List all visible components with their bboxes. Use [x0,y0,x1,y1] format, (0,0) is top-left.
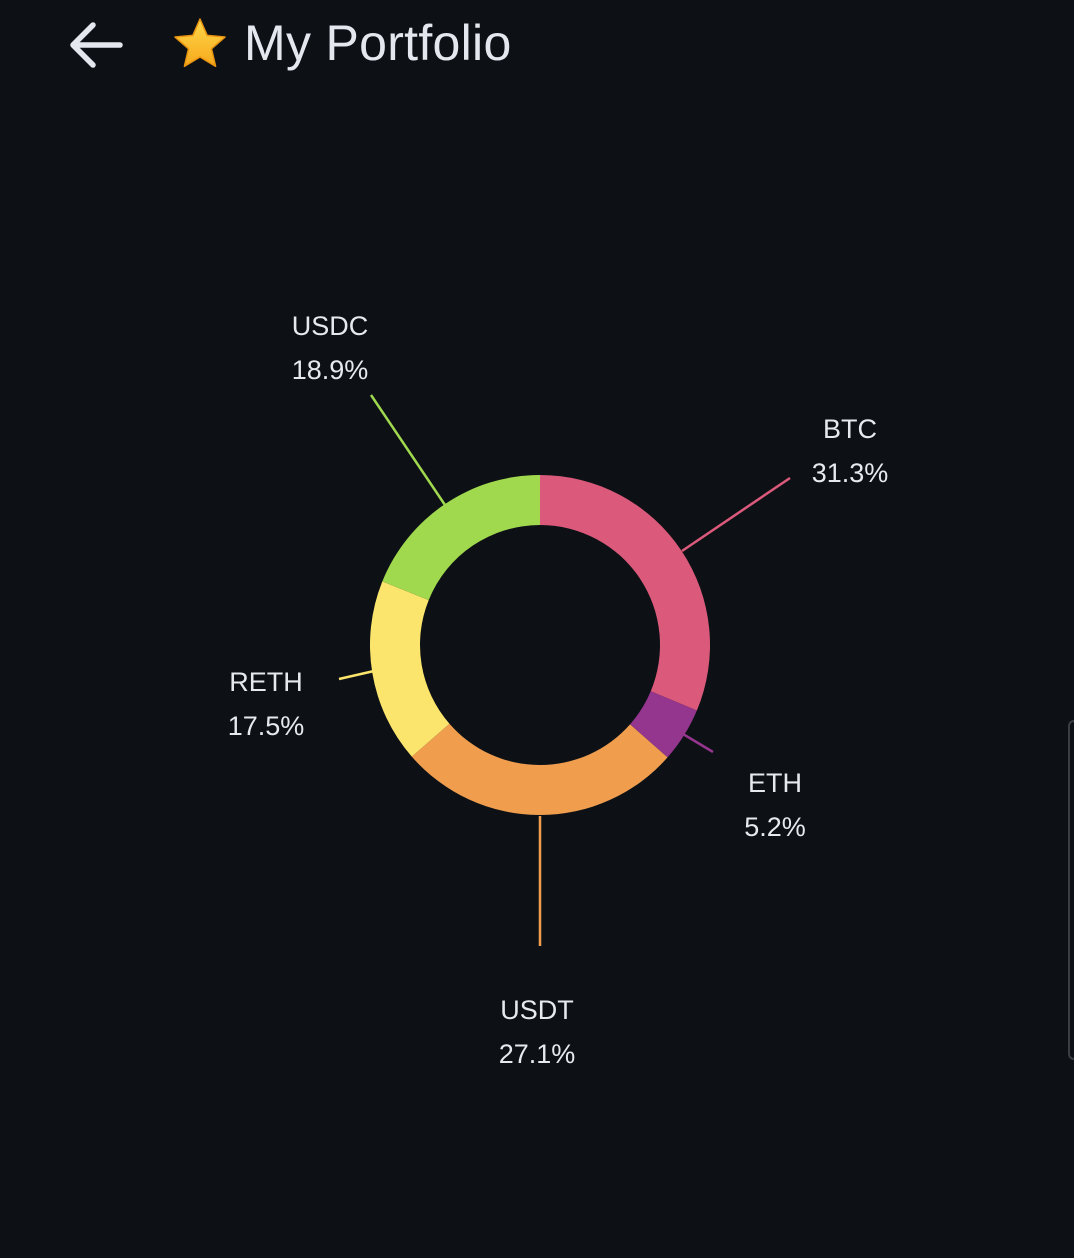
slice-name-usdc: USDC [292,311,369,341]
slice-usdc[interactable] [382,475,540,601]
slice-percent-eth: 5.2% [744,812,806,842]
slice-name-reth: RETH [229,667,303,697]
slice-reth[interactable] [370,581,450,757]
slice-percent-btc: 31.3% [812,458,889,488]
slice-usdt[interactable] [411,723,668,815]
slice-percent-reth: 17.5% [228,711,305,741]
slice-name-usdt: USDT [500,995,574,1025]
arrow-left-icon [70,22,123,68]
leader-line-usdc [369,394,447,506]
app-header: My Portfolio [0,0,1074,90]
scroll-indicator[interactable] [1068,720,1074,1060]
slice-name-eth: ETH [748,768,802,798]
slice-btc[interactable] [540,475,710,711]
back-button[interactable] [62,14,130,76]
star-icon [174,18,226,68]
slice-name-btc: BTC [823,414,877,444]
slice-eth[interactable] [630,691,697,758]
leader-line-eth [682,732,714,754]
leader-line-btc [681,476,791,553]
slice-percent-usdc: 18.9% [292,355,369,385]
page-title: My Portfolio [244,15,512,71]
slice-percent-usdt: 27.1% [499,1039,576,1069]
leader-line-reth [338,669,375,681]
